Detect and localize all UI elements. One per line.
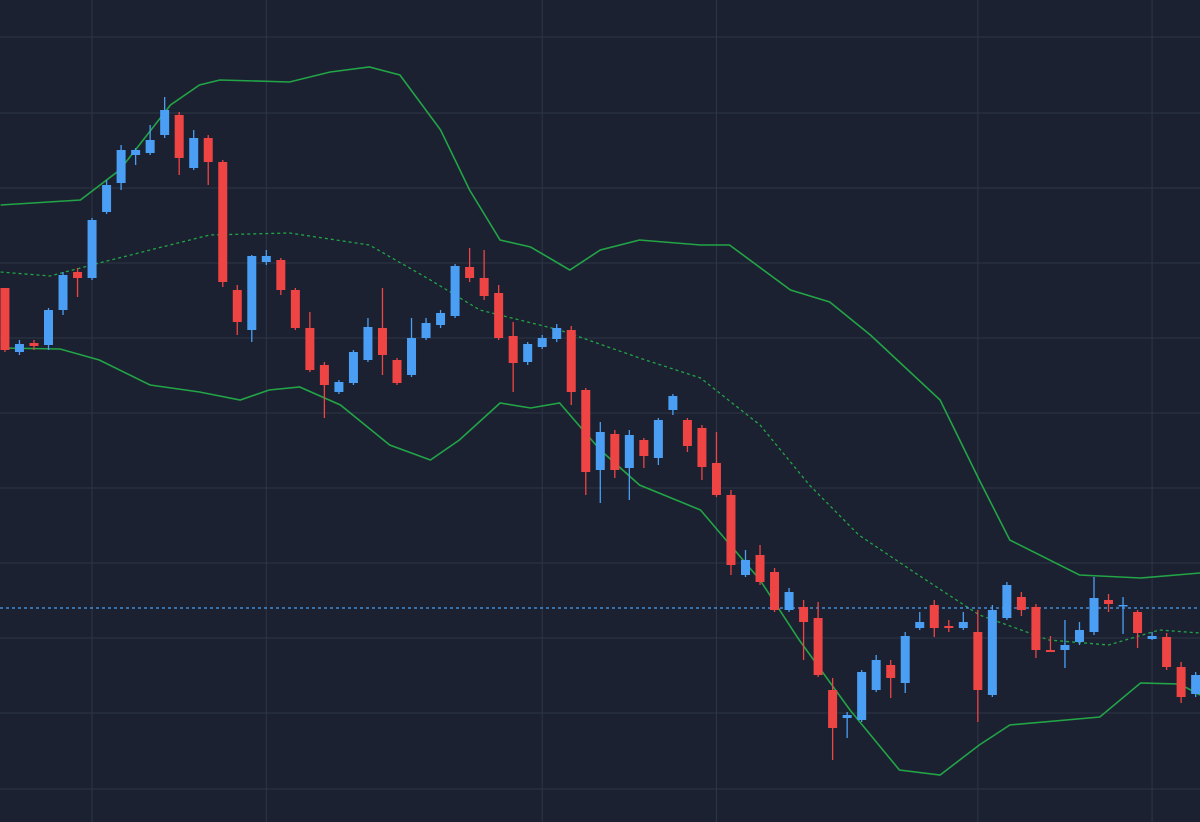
candle-body <box>944 626 954 628</box>
candle-body <box>726 495 736 565</box>
candle-body <box>1133 612 1143 633</box>
candle-body <box>697 428 707 467</box>
candle-body <box>102 185 112 212</box>
candle-body <box>1118 605 1128 607</box>
candle-body <box>653 420 663 458</box>
candle-body <box>58 275 68 310</box>
candle-body <box>363 327 373 360</box>
candle-body <box>1104 600 1114 604</box>
candle-body <box>334 382 344 392</box>
candle-body <box>770 572 780 610</box>
candle-body <box>828 690 838 728</box>
candle-body <box>479 278 489 296</box>
candle-body <box>494 293 504 338</box>
candle-body <box>900 636 910 683</box>
candle-body <box>0 288 10 350</box>
candle-body <box>639 440 649 456</box>
candle-body <box>784 592 794 610</box>
candle-body <box>377 328 387 355</box>
candle-body <box>29 343 39 346</box>
candle-body <box>116 150 126 183</box>
candle-body <box>465 267 475 278</box>
candle-body <box>842 715 852 718</box>
candle-body <box>581 390 591 472</box>
candle-body <box>174 115 184 158</box>
candle-body <box>929 605 939 628</box>
candle-body <box>450 266 460 316</box>
band-line <box>0 66 1200 579</box>
candle-body <box>290 290 300 328</box>
candle-body <box>276 260 286 290</box>
candle-body <box>668 396 678 410</box>
candle-body <box>203 138 213 162</box>
candle-body <box>915 622 925 628</box>
candle-body <box>131 150 141 155</box>
candle-body <box>14 344 24 352</box>
candle-body <box>508 336 518 363</box>
candle-body <box>189 138 199 168</box>
candle-body <box>523 344 533 362</box>
candle-body <box>1162 637 1172 667</box>
candle-body <box>857 672 867 720</box>
candle-body <box>682 420 692 446</box>
candle-body <box>1045 650 1055 652</box>
candle-body <box>1176 667 1186 697</box>
candle-body <box>232 290 242 322</box>
candle-body <box>1089 598 1099 632</box>
candle-body <box>958 622 968 628</box>
candle-body <box>145 140 155 153</box>
candle-body <box>43 310 53 345</box>
candle-body <box>1031 607 1041 650</box>
candle-body <box>813 618 823 675</box>
candle-body <box>610 434 620 470</box>
candle-body <box>247 256 257 330</box>
candle-body <box>1191 675 1200 694</box>
candle-body <box>566 330 576 392</box>
candle-body <box>218 162 228 282</box>
candle-body <box>755 555 765 582</box>
candle-body <box>552 328 562 339</box>
candle-body <box>160 110 170 135</box>
candle-body <box>987 610 997 695</box>
band-line <box>0 232 1200 646</box>
band-line <box>0 347 1200 776</box>
candle-body <box>1016 597 1026 610</box>
candle-body <box>871 660 881 690</box>
candle-body <box>711 463 721 495</box>
candle-body <box>537 338 547 347</box>
candle-body <box>799 607 809 622</box>
candle-body <box>421 323 431 338</box>
candle-body <box>1002 585 1012 618</box>
candle-body <box>886 665 896 678</box>
candle-body <box>624 435 634 468</box>
candle-body <box>73 272 83 278</box>
candle-body <box>87 220 97 278</box>
candle-body <box>973 632 983 690</box>
candle-body <box>392 360 402 383</box>
candle-body <box>1074 630 1084 642</box>
candle-body <box>348 352 358 383</box>
candle-body <box>1060 645 1070 650</box>
candle-body <box>407 338 417 375</box>
candle-body <box>1147 636 1157 639</box>
candle-body <box>261 256 271 262</box>
candle-body <box>740 560 750 575</box>
candle-body <box>319 365 329 385</box>
candle-body <box>595 432 605 470</box>
candle-body <box>436 313 446 325</box>
candle-body <box>305 328 315 370</box>
